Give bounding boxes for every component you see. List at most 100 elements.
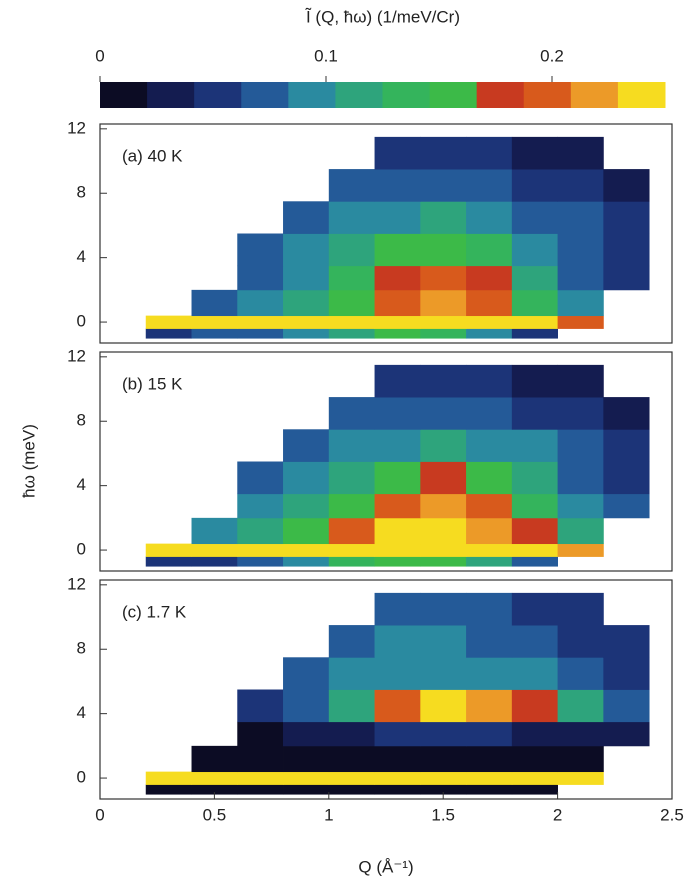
heatmap-cell — [328, 328, 375, 339]
heatmap-cell — [374, 592, 421, 626]
heatmap-cell — [283, 689, 330, 723]
heatmap-cell — [237, 689, 284, 723]
heatmap-cell — [374, 364, 421, 398]
colorbar-segment — [429, 82, 478, 108]
heatmap-cell — [466, 328, 513, 339]
heatmap-cell — [420, 136, 467, 170]
heatmap-cell — [145, 543, 192, 557]
heatmap-cell — [511, 543, 558, 557]
colorbar-segment — [476, 82, 525, 108]
x-axis-label: Q (Å⁻¹) — [358, 857, 413, 876]
heatmap-cell — [328, 689, 375, 723]
heatmap-cell — [374, 429, 421, 462]
heatmap-cell — [374, 328, 421, 339]
heatmap-cell — [237, 543, 284, 557]
heatmap-cell — [466, 493, 513, 519]
heatmap-cell — [237, 461, 284, 495]
heatmap-cell — [374, 543, 421, 557]
heatmap-cell — [557, 657, 604, 690]
x-tick-label: 2 — [553, 805, 562, 824]
heatmap-cell — [466, 771, 513, 785]
heatmap-cell — [283, 721, 330, 747]
colorbar-segment — [194, 82, 242, 108]
heatmap-cell — [557, 169, 604, 202]
y-tick-label: 8 — [77, 411, 86, 430]
heatmap-cell — [374, 771, 421, 785]
heatmap-cell — [420, 721, 467, 747]
heatmap-cell — [557, 543, 604, 557]
heatmap-cell — [466, 364, 513, 398]
heatmap-cell — [420, 689, 467, 723]
heatmap-cell — [374, 397, 421, 430]
heatmap-cell — [374, 265, 421, 291]
colorbar-segment — [335, 82, 383, 108]
heatmap-cell — [603, 201, 650, 234]
panel-frame — [99, 579, 673, 800]
heatmap-cell — [603, 233, 650, 267]
heatmap-cell — [466, 397, 513, 430]
heatmap-cell — [603, 461, 650, 495]
heatmap-cell — [328, 461, 375, 495]
heatmap-cell — [420, 784, 467, 795]
heatmap-cell — [328, 517, 375, 545]
heatmap-cell — [466, 289, 513, 317]
heatmap-cell — [283, 289, 330, 317]
heatmap-cell — [283, 265, 330, 291]
heatmap-cell — [237, 328, 284, 339]
heatmap-cell — [283, 517, 330, 545]
heatmap-cell — [603, 397, 650, 430]
heatmap-cell — [420, 493, 467, 519]
heatmap-cell — [374, 784, 421, 795]
heatmap-cell — [283, 657, 330, 690]
heatmap-cell — [420, 397, 467, 430]
y-tick-label: 8 — [77, 639, 86, 658]
heatmap-cell — [145, 771, 192, 785]
heatmap-cell — [466, 625, 513, 658]
heatmap-cell — [420, 517, 467, 545]
heatmap-cell — [420, 315, 467, 329]
heatmap-cell — [511, 592, 558, 626]
heatmap-cell — [466, 784, 513, 795]
heatmap-cell — [511, 136, 558, 170]
heatmap-cell — [283, 771, 330, 785]
heatmap-cell — [420, 265, 467, 291]
heatmap-cell — [237, 745, 284, 773]
heatmap-cell — [420, 556, 467, 567]
heatmap-cell — [466, 657, 513, 690]
heatmap-cell — [557, 771, 604, 785]
heatmap-cell — [420, 328, 467, 339]
heatmap-cell — [511, 771, 558, 785]
heatmap-cell — [191, 315, 238, 329]
heatmap-cell — [237, 233, 284, 267]
heatmap-cell — [511, 784, 558, 795]
heatmap-cell — [466, 315, 513, 329]
heatmap-cell — [420, 201, 467, 234]
heatmap-cell — [557, 493, 604, 519]
heatmap-cell — [328, 315, 375, 329]
heatmap-cell — [374, 556, 421, 567]
heatmap-cell — [374, 721, 421, 747]
panel-label: (a) 40 K — [122, 146, 183, 165]
heatmap-cell — [191, 517, 238, 545]
heatmap-cell — [328, 657, 375, 690]
heatmap-cell — [328, 397, 375, 430]
heatmap-cell — [420, 364, 467, 398]
heatmap-cell — [237, 289, 284, 317]
heatmap-cell — [328, 745, 375, 773]
heatmap-cell — [511, 169, 558, 202]
heatmap-cell — [283, 543, 330, 557]
heatmap-cell — [328, 233, 375, 267]
colorbar-segment — [288, 82, 336, 108]
heatmap-cell — [191, 784, 238, 795]
heatmap-cell — [374, 233, 421, 267]
heatmap-cell — [283, 429, 330, 462]
heatmap-cell — [603, 721, 650, 747]
heatmap-cell — [374, 625, 421, 658]
heatmap-cell — [328, 721, 375, 747]
heatmap-cell — [420, 169, 467, 202]
heatmap-cell — [557, 397, 604, 430]
heatmap-cell — [328, 625, 375, 658]
x-tick-label: 0.5 — [203, 805, 227, 824]
heatmap-cell — [420, 429, 467, 462]
